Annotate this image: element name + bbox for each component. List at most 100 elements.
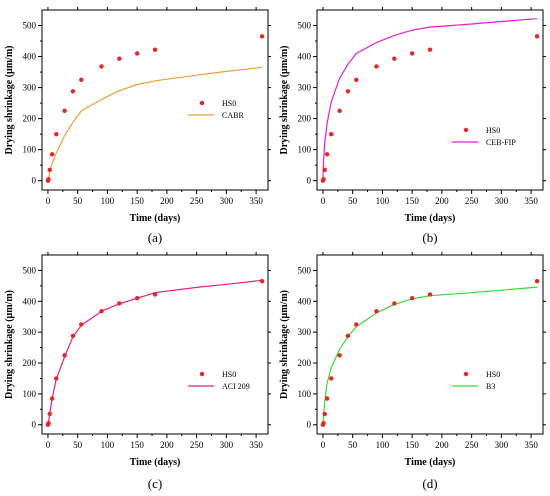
x-tick-label: 50 (348, 196, 358, 206)
y-tick-label: 0 (32, 420, 37, 430)
y-tick-label: 400 (298, 52, 312, 62)
panel-label: (d) (422, 476, 437, 491)
data-point (47, 167, 52, 173)
data-point (354, 322, 359, 327)
x-tick-label: 50 (348, 440, 358, 450)
data-point (337, 353, 342, 358)
legend-label: ACI 209 (222, 382, 250, 391)
plot-frame (41, 254, 269, 435)
data-point (49, 152, 55, 157)
x-tick-label: 300 (220, 440, 234, 450)
data-point (46, 420, 51, 426)
y-tick-label: 300 (23, 83, 37, 93)
legend-marker (199, 371, 205, 377)
data-point (329, 131, 334, 137)
legend: HS0 CEB-FIP (452, 126, 516, 147)
y-axis-title: Drying shrinkage (μm/m) (279, 290, 290, 399)
x-tick-label: 250 (190, 196, 204, 206)
y-tick-label: 300 (298, 327, 312, 337)
series-line-ceb-fip (322, 18, 538, 181)
data-point (54, 376, 59, 381)
data-point (49, 396, 55, 401)
data-point (345, 89, 351, 94)
y-tick-label: 400 (23, 52, 37, 62)
chart-panel-c: 0 50 100 150 200 250 300 350 0 100 200 300 400 500 Tim… (4, 252, 271, 491)
y-tick-label: 300 (298, 83, 312, 93)
y-tick-label: 0 (307, 176, 312, 186)
data-point (321, 420, 326, 426)
series-line-cabr (47, 66, 263, 181)
data-point (409, 51, 415, 56)
x-axis-title: Time (days) (405, 457, 456, 468)
legend-label: HS0 (222, 99, 236, 108)
x-tick-label: 50 (73, 196, 83, 206)
series-line-b3 (322, 286, 538, 425)
y-tick-label: 400 (298, 296, 312, 306)
y-axis-title: Drying shrinkage (μm/m) (279, 46, 290, 155)
data-point (152, 292, 158, 297)
data-point (79, 322, 84, 327)
legend-marker (463, 371, 469, 377)
x-tick-label: 0 (46, 440, 51, 450)
legend-marker (199, 100, 205, 106)
y-tick-label: 500 (298, 21, 312, 31)
y-tick-label: 200 (23, 114, 37, 124)
data-point (374, 308, 379, 314)
data-point (70, 333, 76, 339)
plot-frame (316, 9, 544, 191)
plot-frame (316, 254, 544, 435)
x-tick-label: 150 (405, 440, 419, 450)
x-axis-title: Time (days) (405, 213, 456, 224)
x-tick-label: 200 (435, 440, 449, 450)
data-point (329, 376, 334, 381)
data-point (79, 77, 84, 83)
panel-label: (a) (148, 230, 162, 245)
x-tick-label: 350 (524, 440, 538, 450)
data-point (117, 301, 122, 306)
y-tick-label: 400 (23, 296, 37, 306)
panel-label: (c) (148, 476, 162, 491)
data-point (534, 34, 540, 39)
data-point (152, 47, 158, 52)
chart-panel-a: 0 50 100 150 200 250 300 350 0 100 200 300 400 500 Tim… (4, 7, 271, 245)
y-tick-label: 200 (298, 358, 312, 368)
x-tick-label: 200 (160, 440, 174, 450)
legend-label: HS0 (486, 126, 500, 135)
x-tick-label: 200 (435, 196, 449, 206)
data-point (392, 301, 397, 306)
data-point (322, 411, 327, 417)
legend-label: B3 (486, 382, 495, 391)
data-point (47, 411, 52, 417)
data-point (427, 292, 433, 297)
data-point (324, 152, 330, 157)
data-point (70, 89, 76, 94)
data-point (322, 167, 327, 173)
data-point (374, 64, 379, 69)
data-point (99, 308, 104, 314)
data-point (409, 296, 415, 301)
y-tick-label: 500 (23, 21, 37, 31)
x-tick-label: 300 (220, 196, 234, 206)
x-tick-label: 100 (376, 196, 390, 206)
y-tick-label: 100 (298, 145, 312, 155)
data-point (117, 56, 122, 61)
x-tick-label: 250 (465, 440, 479, 450)
x-tick-label: 150 (405, 196, 419, 206)
data-point (324, 396, 330, 401)
x-tick-label: 200 (160, 196, 174, 206)
y-tick-label: 100 (23, 145, 37, 155)
plot-frame (41, 9, 269, 191)
data-point (54, 131, 59, 137)
y-tick-label: 0 (32, 176, 37, 186)
x-tick-label: 250 (465, 196, 479, 206)
legend: HS0 CABR (188, 99, 244, 120)
x-tick-label: 300 (495, 440, 509, 450)
x-tick-label: 100 (101, 440, 115, 450)
x-tick-label: 300 (495, 196, 509, 206)
y-tick-label: 200 (23, 358, 37, 368)
legend-label: HS0 (222, 370, 236, 379)
x-axis-title: Time (days) (130, 213, 181, 224)
data-point (354, 77, 359, 83)
x-tick-label: 0 (46, 196, 51, 206)
